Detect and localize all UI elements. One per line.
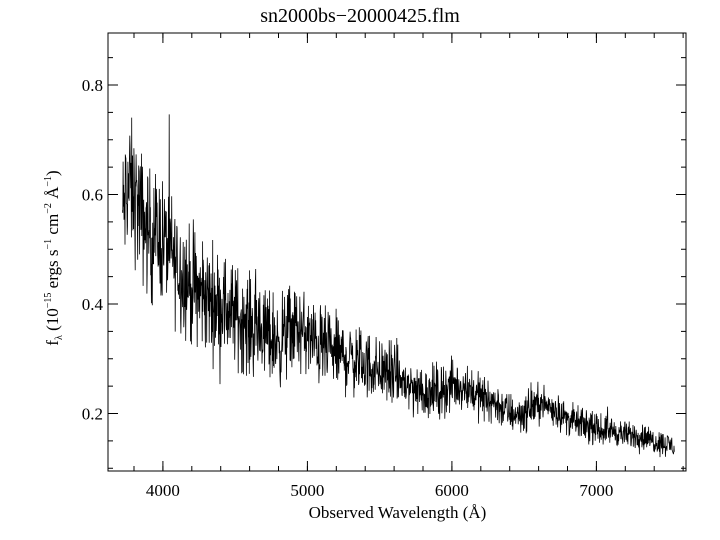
- x-tick-label: 7000: [579, 481, 613, 500]
- plot-frame: [107, 32, 687, 472]
- x-axis-label: Observed Wavelength (Å): [308, 503, 487, 522]
- chart-title: sn2000bs−20000425.flm: [260, 5, 460, 27]
- y-tick-label: 0.2: [82, 405, 103, 424]
- y-tick-label: 0.8: [82, 76, 103, 95]
- x-tick-label: 6000: [435, 481, 469, 500]
- axis-tick-labels: 4000 5000 6000 7000 0.2 0.4 0.6 0.8: [82, 76, 614, 500]
- x-tick-label: 4000: [146, 481, 180, 500]
- spectrum-line: [122, 114, 675, 458]
- axis-ticks: [108, 33, 686, 471]
- y-axis-label: fλ (10−15 ergs s−1 cm−2 Å−1): [42, 170, 66, 346]
- x-tick-label: 5000: [290, 481, 324, 500]
- y-tick-label: 0.6: [82, 186, 103, 205]
- y-tick-label: 0.4: [82, 295, 104, 314]
